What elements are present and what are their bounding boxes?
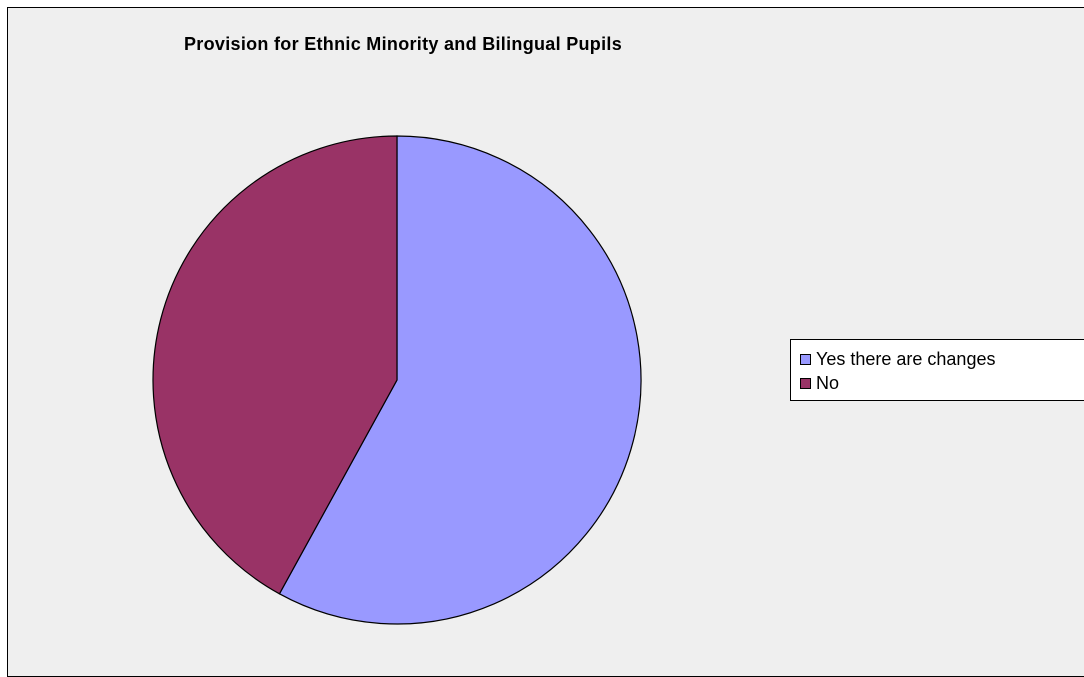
pie-slice-no: [152, 135, 398, 595]
chart-title: Provision for Ethnic Minority and Biling…: [183, 34, 623, 54]
legend-label-yes: Yes there are changes: [816, 348, 996, 369]
legend-swatch-no: [800, 377, 811, 389]
legend-item-yes: Yes there are changes: [800, 347, 1084, 371]
pie-chart: [152, 135, 642, 625]
legend-label-no: No: [816, 372, 840, 393]
legend: Yes there are changes No: [790, 339, 1084, 401]
pie-slice-yes: [278, 135, 642, 625]
chart-area: Provision for Ethnic Minority and Biling…: [7, 7, 1084, 677]
pie-slices: [152, 135, 642, 625]
legend-swatch-yes: [800, 353, 811, 365]
legend-item-no: No: [800, 371, 1084, 395]
